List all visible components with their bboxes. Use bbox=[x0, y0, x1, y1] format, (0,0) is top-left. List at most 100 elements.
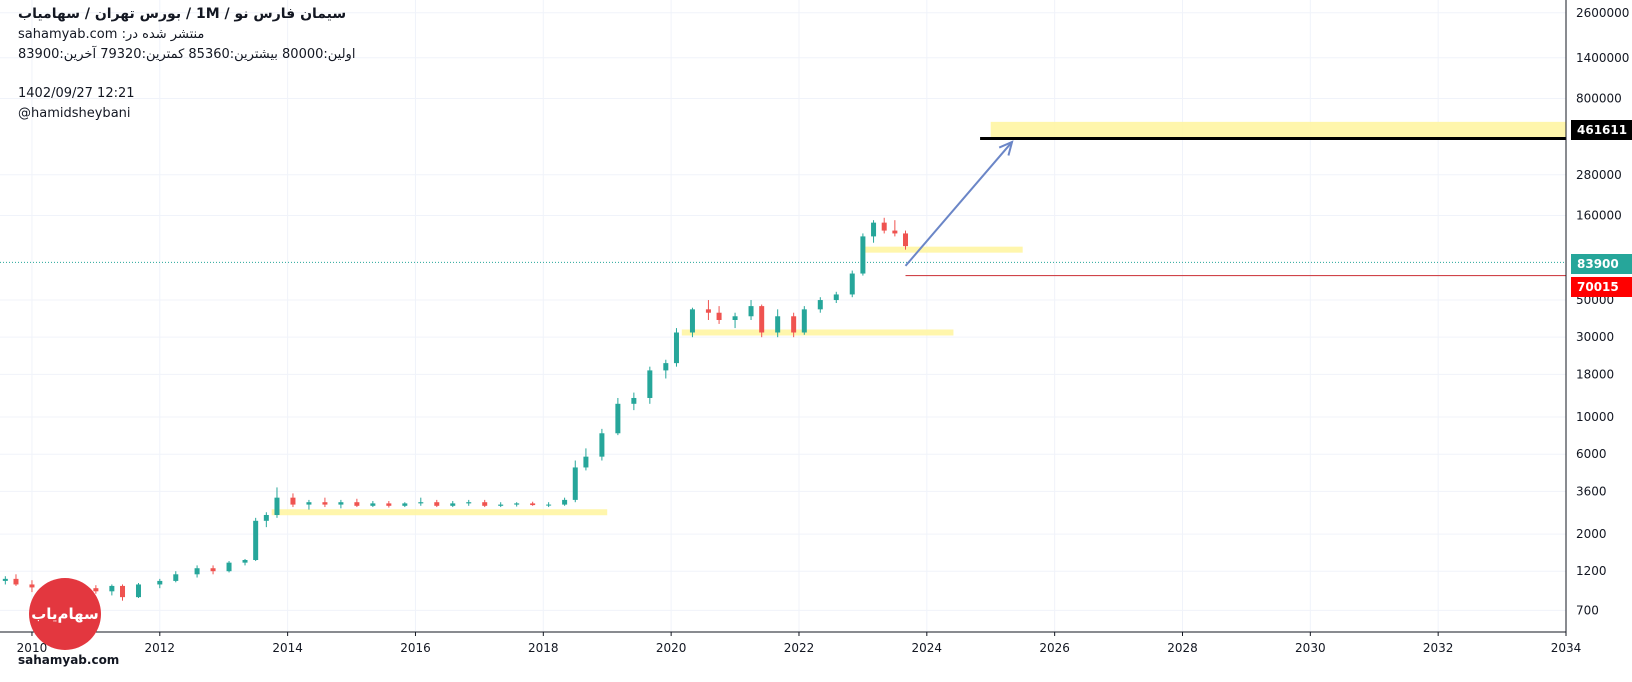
candle-body bbox=[226, 562, 232, 572]
candle-body bbox=[402, 503, 408, 506]
y-tick-label: 700 bbox=[1576, 603, 1599, 617]
support-price-badge: 70015 bbox=[1571, 277, 1632, 297]
logo-text: سهام‌یاب bbox=[31, 605, 99, 623]
candle-body bbox=[572, 467, 578, 500]
x-tick-label: 2034 bbox=[1551, 641, 1582, 655]
y-tick-label: 800000 bbox=[1576, 91, 1622, 105]
candle-body bbox=[13, 578, 19, 585]
candle-body bbox=[903, 233, 909, 247]
target-price-badge: 461611 bbox=[1571, 120, 1632, 140]
candle-body bbox=[498, 504, 504, 506]
candle-body bbox=[817, 300, 823, 310]
chart-grid bbox=[0, 0, 1567, 632]
projection-arrow-head bbox=[998, 140, 1014, 156]
support-zone bbox=[681, 329, 954, 336]
candle-body bbox=[29, 584, 35, 588]
candle-body bbox=[290, 497, 296, 505]
candle-body bbox=[157, 580, 163, 585]
author-handle: @hamidsheybani bbox=[18, 106, 131, 121]
published-line: sahamyab.com منتشر شده در: bbox=[18, 27, 204, 42]
candle-body bbox=[434, 502, 440, 506]
chart-zones bbox=[271, 121, 1566, 516]
x-tick-label: 2030 bbox=[1295, 641, 1326, 655]
candle-body bbox=[871, 222, 877, 237]
candle-body bbox=[647, 370, 653, 398]
chart-title: سیمان فارس نو / 1M / بورس تهران / سهامیا… bbox=[18, 6, 347, 22]
candle-body bbox=[732, 316, 738, 321]
candle-body bbox=[263, 514, 269, 521]
published-prefix: منتشر شده در: bbox=[121, 27, 205, 42]
candle-body bbox=[450, 503, 456, 506]
candle-body bbox=[583, 456, 589, 468]
support-zone bbox=[271, 509, 608, 516]
candle-body bbox=[173, 574, 179, 581]
candle-body bbox=[562, 499, 568, 505]
y-tick-label: 6000 bbox=[1576, 447, 1607, 461]
y-tick-label: 160000 bbox=[1576, 208, 1622, 222]
last-price-badge: 83900 bbox=[1571, 254, 1632, 274]
x-tick-label: 2014 bbox=[272, 641, 303, 655]
candle-body bbox=[673, 332, 679, 364]
target-zone bbox=[990, 121, 1566, 138]
target-price-label: 461611 bbox=[1577, 123, 1628, 137]
y-tick-label: 2000 bbox=[1576, 527, 1607, 541]
y-tick-label: 2600000 bbox=[1576, 6, 1629, 20]
candle-body bbox=[194, 568, 200, 575]
candle-body bbox=[93, 588, 99, 592]
candle-body bbox=[546, 504, 552, 506]
candle-body bbox=[338, 502, 344, 505]
candle-body bbox=[791, 316, 797, 333]
candle-body bbox=[274, 497, 280, 515]
candle-body bbox=[2, 578, 8, 581]
chart-lines bbox=[0, 136, 1566, 277]
chart-axes: 7001200200036006000100001800030000500001… bbox=[0, 0, 1629, 655]
y-tick-label: 1200 bbox=[1576, 564, 1607, 578]
candle-body bbox=[466, 502, 472, 504]
x-tick-label: 2024 bbox=[912, 641, 943, 655]
candle-body bbox=[322, 502, 328, 505]
candle-body bbox=[631, 397, 637, 404]
candle-body bbox=[892, 230, 898, 234]
sahamyab-logo: سهام‌یاب bbox=[29, 578, 101, 650]
x-tick-label: 2010 bbox=[17, 641, 48, 655]
published-site[interactable]: sahamyab.com bbox=[18, 27, 118, 42]
x-tick-label: 2032 bbox=[1423, 641, 1454, 655]
candle-body bbox=[210, 568, 216, 572]
projection-arrow bbox=[904, 141, 1013, 267]
candle-body bbox=[386, 503, 392, 506]
chart-candles bbox=[2, 217, 909, 601]
candle-body bbox=[242, 559, 248, 563]
candle-body bbox=[306, 502, 312, 505]
publish-datetime: 1402/09/27 12:21 bbox=[18, 86, 135, 101]
candle-body bbox=[705, 309, 711, 313]
last-price-label: 83900 bbox=[1577, 257, 1619, 271]
y-tick-label: 1400000 bbox=[1576, 51, 1629, 65]
candle-body bbox=[370, 503, 376, 506]
x-tick-label: 2018 bbox=[528, 641, 559, 655]
y-tick-label: 280000 bbox=[1576, 168, 1622, 182]
candle-body bbox=[833, 294, 839, 301]
x-tick-label: 2026 bbox=[1039, 641, 1070, 655]
candle-body bbox=[514, 503, 520, 505]
support-zone bbox=[862, 246, 1023, 253]
candle-body bbox=[135, 584, 141, 598]
candle-body bbox=[860, 236, 866, 274]
y-tick-label: 30000 bbox=[1576, 330, 1614, 344]
candle-body bbox=[354, 502, 360, 506]
candle-body bbox=[759, 306, 765, 333]
candle-body bbox=[849, 273, 855, 295]
support-price-label: 70015 bbox=[1577, 280, 1619, 294]
y-tick-label: 10000 bbox=[1576, 410, 1614, 424]
candle-body bbox=[530, 503, 536, 506]
candle-body bbox=[418, 502, 424, 504]
candle-body bbox=[748, 306, 754, 317]
candle-body bbox=[775, 316, 781, 333]
x-tick-label: 2016 bbox=[400, 641, 431, 655]
candle-body bbox=[615, 403, 621, 434]
logo-url: sahamyab.com bbox=[18, 653, 120, 667]
candle-body bbox=[482, 502, 488, 506]
candle-body bbox=[881, 222, 887, 231]
x-tick-label: 2012 bbox=[145, 641, 176, 655]
ohlc-values: اولین:80000 بیشترین:85360 کمترین:79320 آ… bbox=[18, 47, 356, 62]
